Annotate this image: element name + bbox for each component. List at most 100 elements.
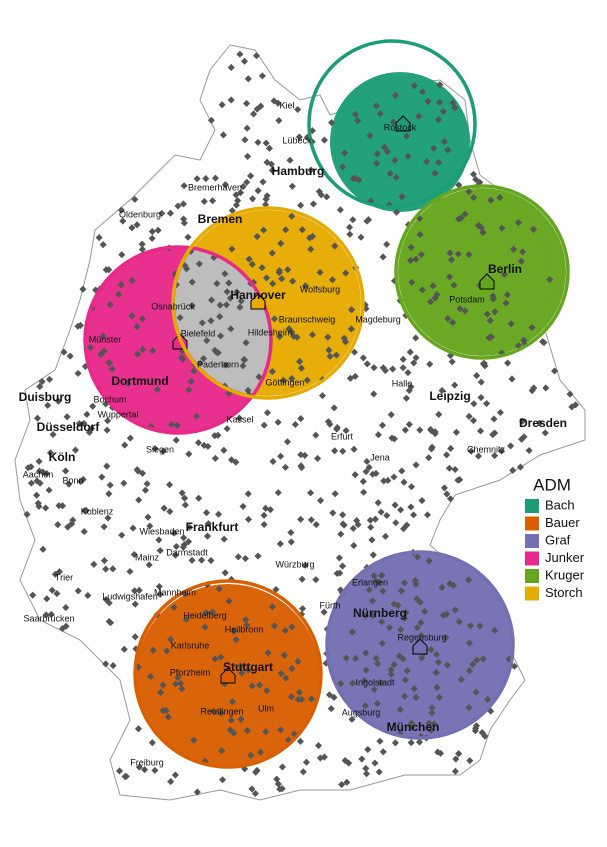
location-marker — [298, 464, 306, 472]
location-marker — [397, 587, 405, 595]
location-marker — [118, 531, 126, 539]
location-marker — [263, 409, 272, 417]
location-marker — [100, 557, 108, 565]
city-label: Regensburg — [397, 632, 446, 642]
legend-key — [525, 516, 539, 531]
location-marker — [299, 768, 307, 776]
location-marker — [368, 597, 377, 605]
location-marker — [220, 535, 228, 543]
location-marker — [195, 260, 203, 268]
location-marker — [369, 551, 377, 559]
location-marker — [219, 131, 227, 139]
city-label: Freiburg — [130, 757, 164, 767]
city-label: Würzburg — [275, 559, 314, 569]
location-marker — [188, 556, 196, 564]
location-marker — [568, 403, 576, 411]
location-marker — [287, 529, 295, 537]
location-marker — [439, 611, 447, 619]
location-marker — [333, 424, 341, 432]
location-marker — [138, 315, 147, 323]
location-marker — [79, 285, 87, 293]
location-marker — [417, 631, 425, 639]
location-marker — [408, 278, 416, 286]
location-marker — [54, 521, 62, 529]
location-marker — [378, 639, 386, 647]
location-marker — [219, 776, 227, 784]
location-marker — [102, 660, 110, 668]
location-marker — [117, 206, 125, 214]
location-marker — [263, 158, 271, 166]
location-marker — [406, 348, 414, 356]
location-marker — [172, 680, 180, 688]
location-marker — [427, 726, 435, 734]
location-marker — [297, 515, 305, 523]
location-marker — [131, 633, 139, 641]
location-marker — [221, 569, 229, 577]
location-marker — [364, 745, 372, 753]
location-marker — [303, 376, 311, 384]
location-marker — [193, 175, 201, 183]
location-marker — [287, 538, 295, 546]
location-marker — [507, 442, 515, 450]
location-marker — [430, 144, 438, 152]
office-icon — [479, 273, 495, 290]
location-marker — [331, 447, 339, 455]
legend: ADM Bach Bauer Graf Junker Kruger Storch — [525, 475, 585, 601]
city-label: Bielefeld — [181, 328, 216, 338]
location-marker — [240, 356, 248, 364]
location-marker — [237, 715, 245, 723]
location-marker — [278, 275, 286, 283]
location-marker — [259, 178, 267, 186]
location-marker — [355, 176, 363, 184]
location-marker — [491, 626, 499, 634]
city-label: Bremen — [198, 212, 243, 226]
office-icon — [220, 667, 236, 684]
legend-label: Storch — [545, 585, 583, 600]
city-label: Karlsruhe — [171, 640, 210, 650]
location-marker — [407, 483, 416, 491]
legend-key — [525, 534, 539, 548]
location-marker — [470, 400, 478, 408]
city-label: Lübeck — [282, 135, 312, 145]
location-marker — [129, 524, 137, 532]
location-marker — [416, 231, 424, 239]
location-marker — [362, 764, 370, 772]
location-marker — [245, 515, 253, 523]
location-marker — [62, 622, 70, 630]
location-marker — [432, 668, 440, 677]
location-marker — [498, 224, 506, 232]
location-marker — [66, 352, 74, 360]
location-marker — [76, 321, 85, 329]
location-marker — [308, 695, 316, 703]
location-marker — [352, 654, 360, 662]
location-marker — [410, 82, 418, 90]
location-marker — [360, 488, 368, 496]
location-marker — [274, 418, 282, 426]
location-marker — [359, 354, 367, 362]
location-marker — [312, 431, 320, 439]
location-marker — [201, 623, 209, 631]
location-marker — [374, 660, 382, 668]
location-marker — [270, 315, 278, 323]
location-marker — [390, 600, 398, 608]
location-marker — [365, 463, 373, 471]
location-marker — [339, 520, 347, 528]
location-marker — [426, 298, 435, 306]
location-marker — [109, 565, 117, 573]
city-label: Erfurt — [331, 431, 354, 441]
city-label: Chemnitz — [467, 444, 506, 454]
location-marker — [105, 266, 113, 274]
location-marker — [454, 250, 462, 258]
location-marker — [433, 290, 441, 299]
location-marker — [106, 301, 114, 309]
location-marker — [383, 148, 391, 156]
location-marker — [235, 414, 243, 422]
location-marker — [299, 605, 307, 613]
location-marker — [388, 434, 396, 442]
location-marker — [332, 351, 340, 359]
location-marker — [253, 232, 261, 241]
location-marker — [239, 362, 247, 370]
location-marker — [384, 476, 392, 484]
location-marker — [510, 245, 518, 253]
